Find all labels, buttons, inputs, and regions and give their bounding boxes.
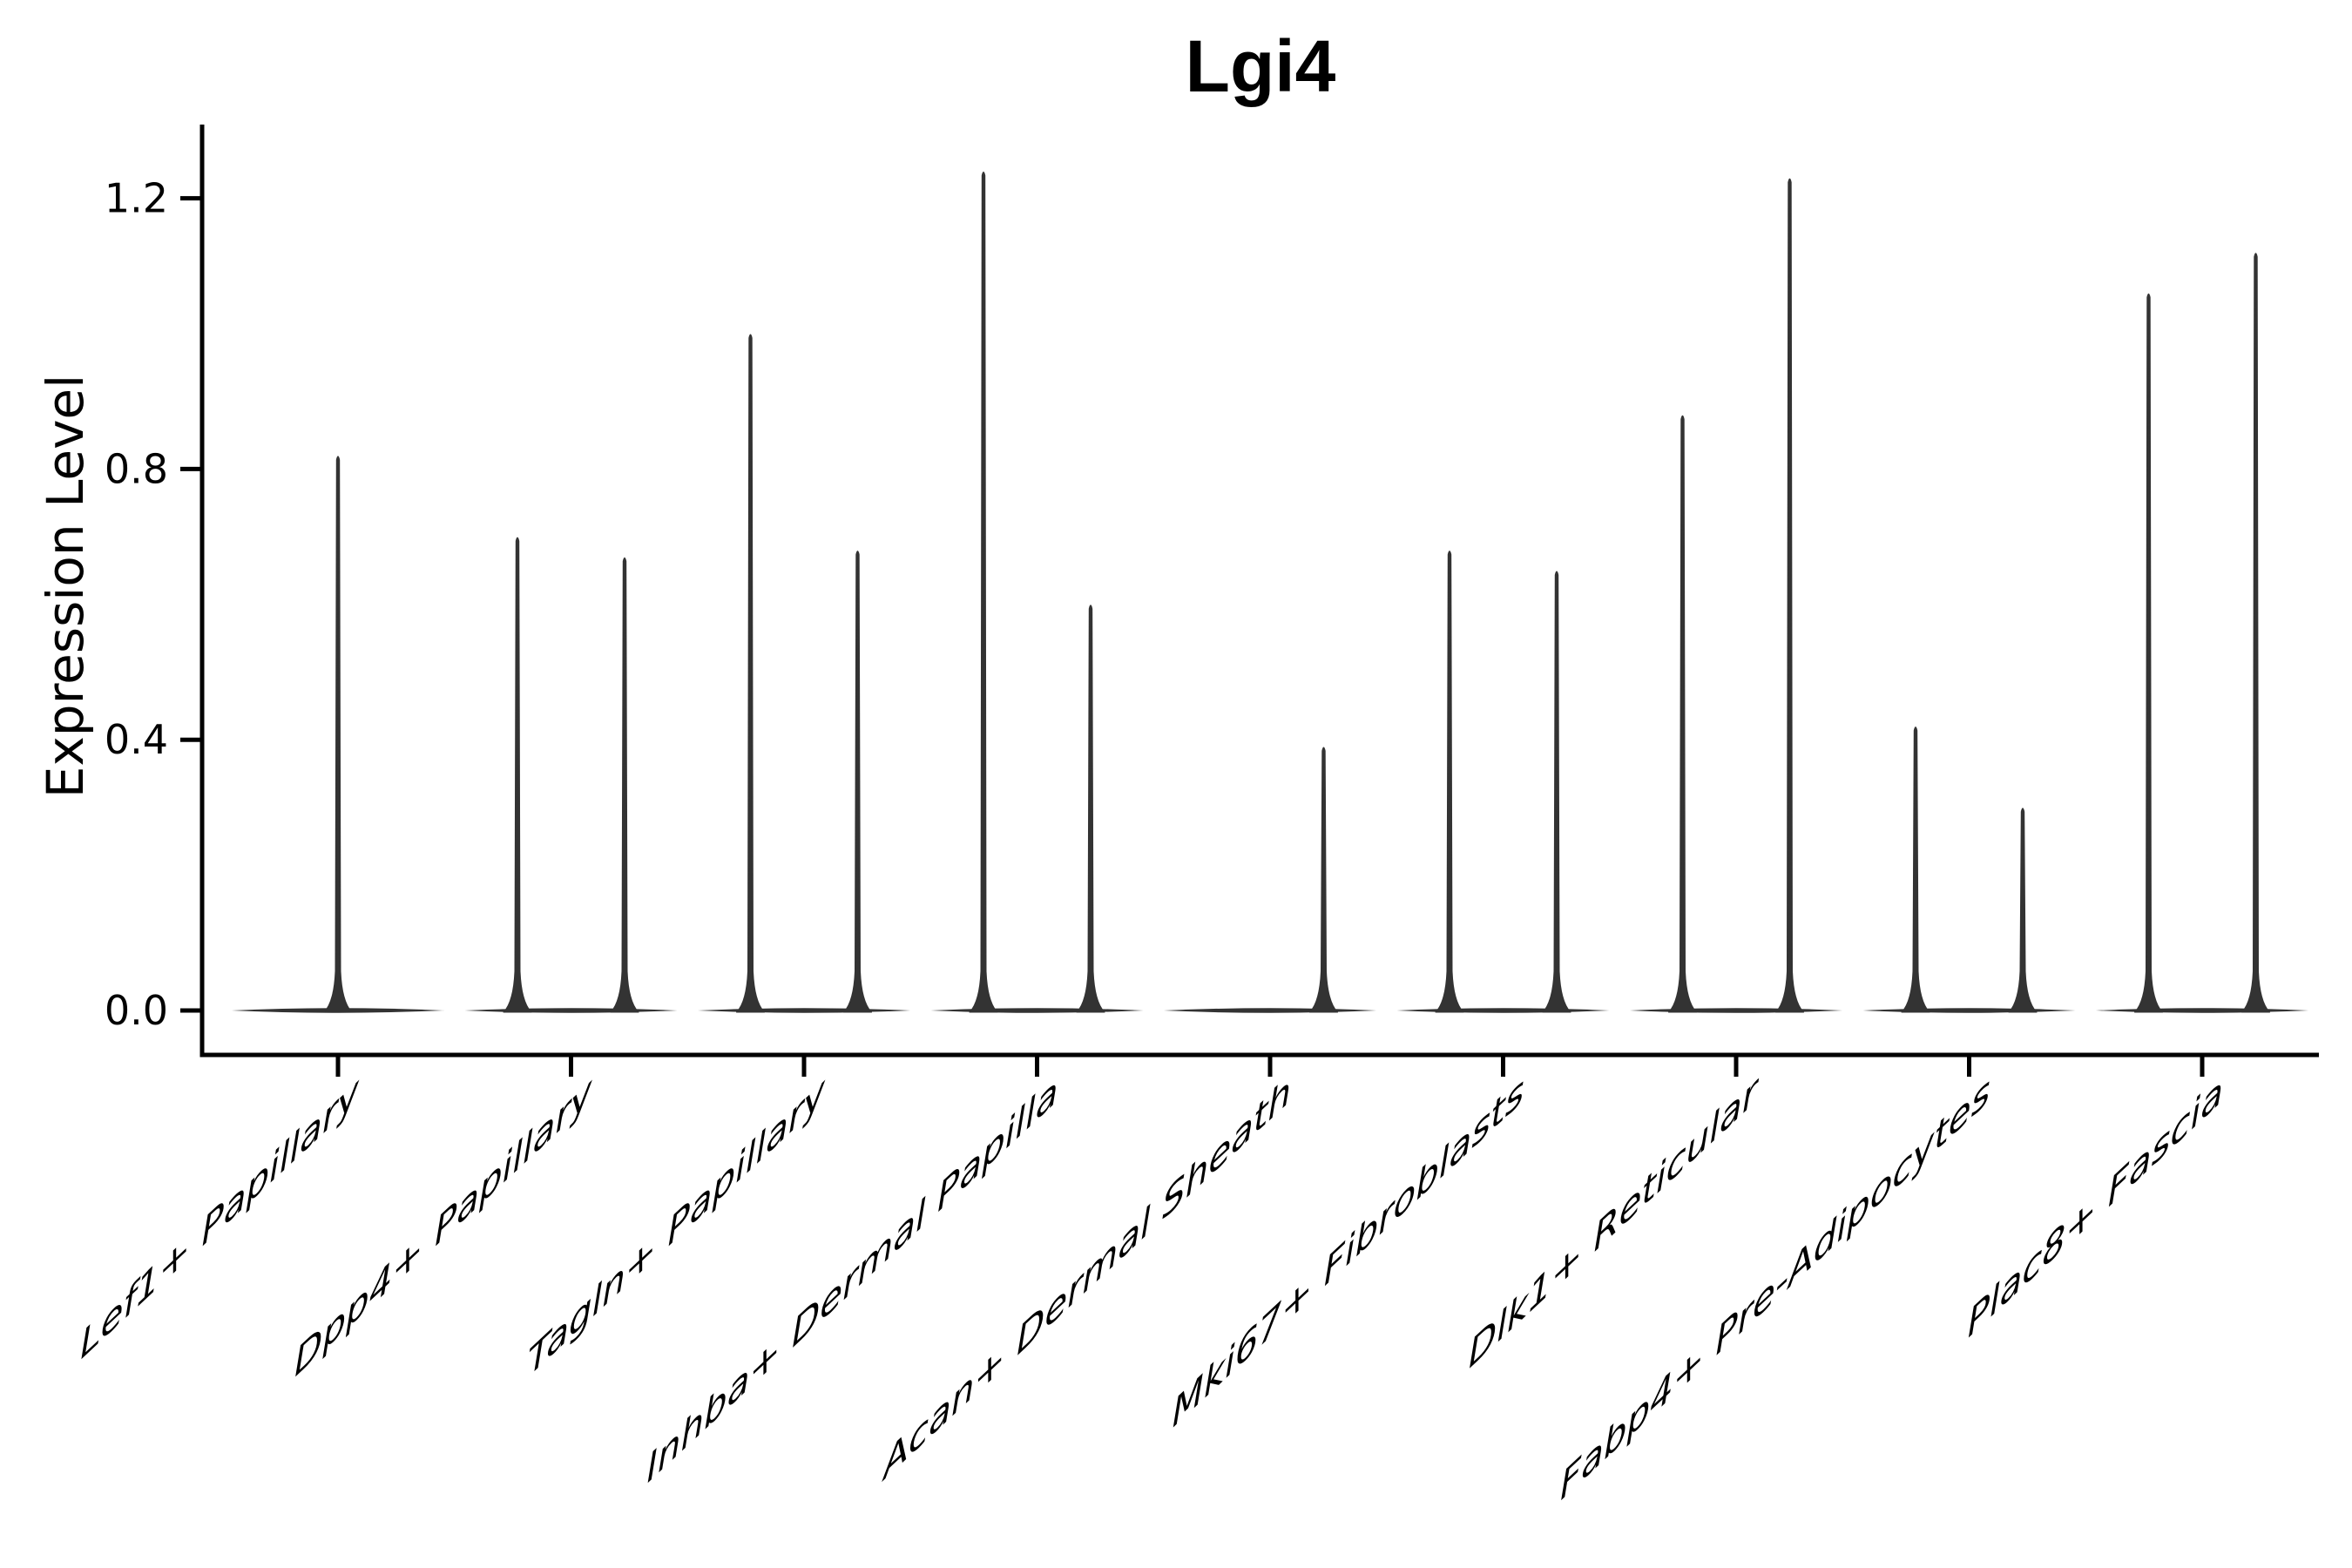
violin-spike bbox=[1668, 415, 1697, 1013]
violin-base bbox=[1630, 1008, 1842, 1013]
violin-spike bbox=[1076, 605, 1105, 1013]
violin-base bbox=[1396, 1008, 1610, 1013]
violin-spike bbox=[2008, 808, 2038, 1013]
violin-spike bbox=[610, 557, 639, 1013]
y-tick-label: 0.4 bbox=[105, 716, 168, 763]
chart-title: Lgi4 bbox=[1185, 25, 1336, 107]
violin-base bbox=[2096, 1008, 2308, 1013]
x-category-label: Inhba+ Dermal Papilla bbox=[646, 1066, 1058, 1492]
x-category-label: Mki67+ Fibroblasts bbox=[1173, 1066, 1524, 1437]
violin-spike bbox=[1775, 178, 1804, 1013]
y-tick-label: 1.2 bbox=[105, 175, 168, 222]
violin-base bbox=[698, 1008, 910, 1013]
x-category-label: Fabp4+ Pre-Adipocytes bbox=[1560, 1066, 1990, 1510]
violin-spike bbox=[323, 456, 353, 1013]
x-category-label: Plac8+ Fascia bbox=[1968, 1066, 2223, 1348]
violin-spike bbox=[1542, 571, 1571, 1013]
violin-spike bbox=[1309, 747, 1338, 1013]
violin-spike bbox=[503, 537, 532, 1013]
violin-spike bbox=[2241, 253, 2270, 1013]
y-tick-label: 0.0 bbox=[105, 987, 168, 1034]
violin-base bbox=[464, 1008, 678, 1013]
violin-spike bbox=[736, 334, 765, 1013]
x-category-label: Acan+ Dermal Sheath bbox=[882, 1066, 1291, 1491]
violin-spike bbox=[843, 551, 872, 1013]
violin-spike bbox=[969, 172, 998, 1013]
violin-base bbox=[1164, 1008, 1376, 1013]
violin-base bbox=[930, 1008, 1144, 1013]
y-tick-label: 0.8 bbox=[105, 445, 168, 492]
violin-spike bbox=[1435, 551, 1464, 1013]
violin-spike bbox=[1901, 727, 1930, 1013]
violin-spike bbox=[2134, 293, 2163, 1013]
violin-base bbox=[1862, 1008, 2076, 1013]
